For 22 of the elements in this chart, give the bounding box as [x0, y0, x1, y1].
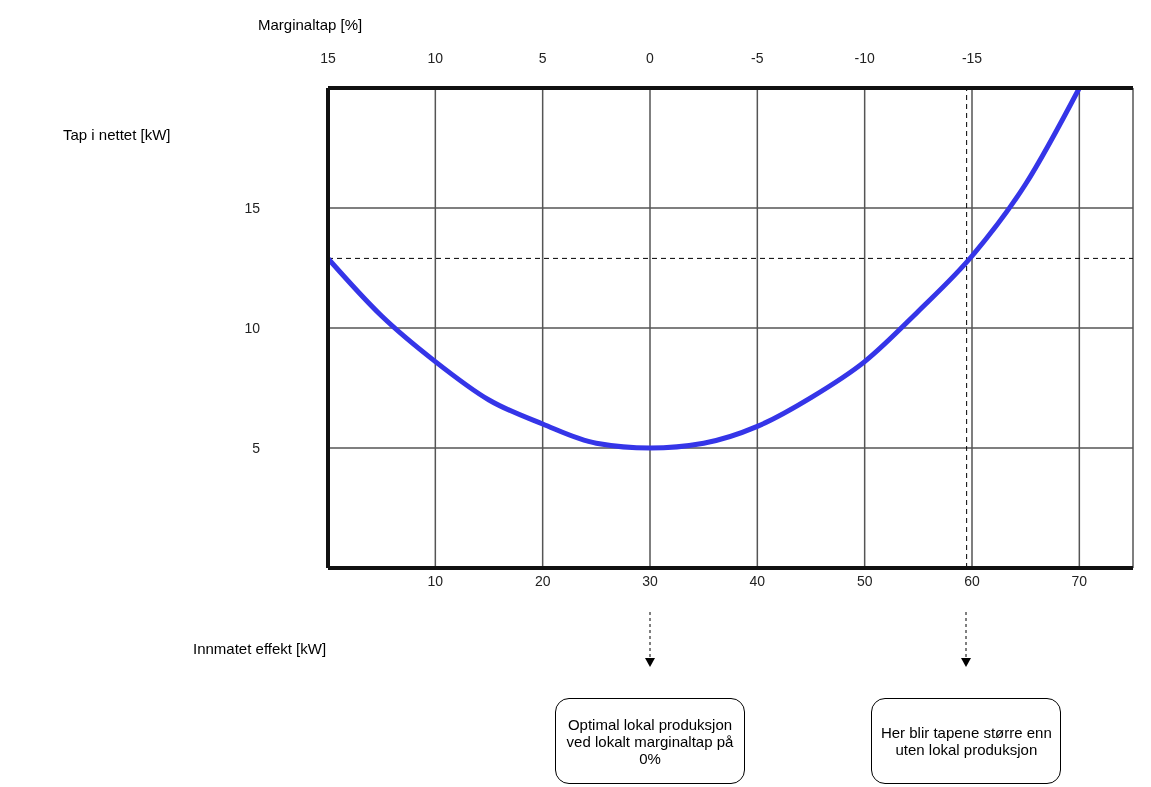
- text: Her blir tapene større enn uten lokal produksjon: [871, 698, 1062, 784]
- x2-tick-label: 5: [537, 50, 548, 66]
- x2-axis-title: Marginaltap [%]: [258, 16, 363, 33]
- y-tick-label: 15: [244, 199, 261, 216]
- x-tick-label: 20: [534, 572, 551, 589]
- x2-tick-label: -15: [960, 50, 984, 66]
- y-axis-title: Tap i nettet [kW]: [63, 126, 171, 143]
- x2-tick-label: 0: [645, 50, 655, 66]
- x-tick-label: 70: [1071, 572, 1088, 589]
- x-tick-label: 50: [856, 572, 873, 589]
- x2-tick-label: 15: [319, 50, 337, 66]
- x-tick-label: 10: [427, 572, 444, 589]
- y-tick-label: 10: [244, 319, 261, 336]
- x-tick-label: 40: [749, 572, 766, 589]
- x-tick-label: 60: [964, 572, 980, 589]
- x-tick-label: 30: [642, 572, 658, 589]
- x2-tick-label: 10: [426, 50, 445, 66]
- x2-tick-label: -5: [750, 50, 765, 66]
- text: Optimal lokal produksjon ved lokalt marginaltap på 0%: [555, 698, 745, 784]
- y-tick-label: 5: [252, 439, 261, 456]
- x2-tick-label: -10: [853, 50, 876, 66]
- x-axis-title: Innmatet effekt [kW]: [193, 640, 327, 657]
